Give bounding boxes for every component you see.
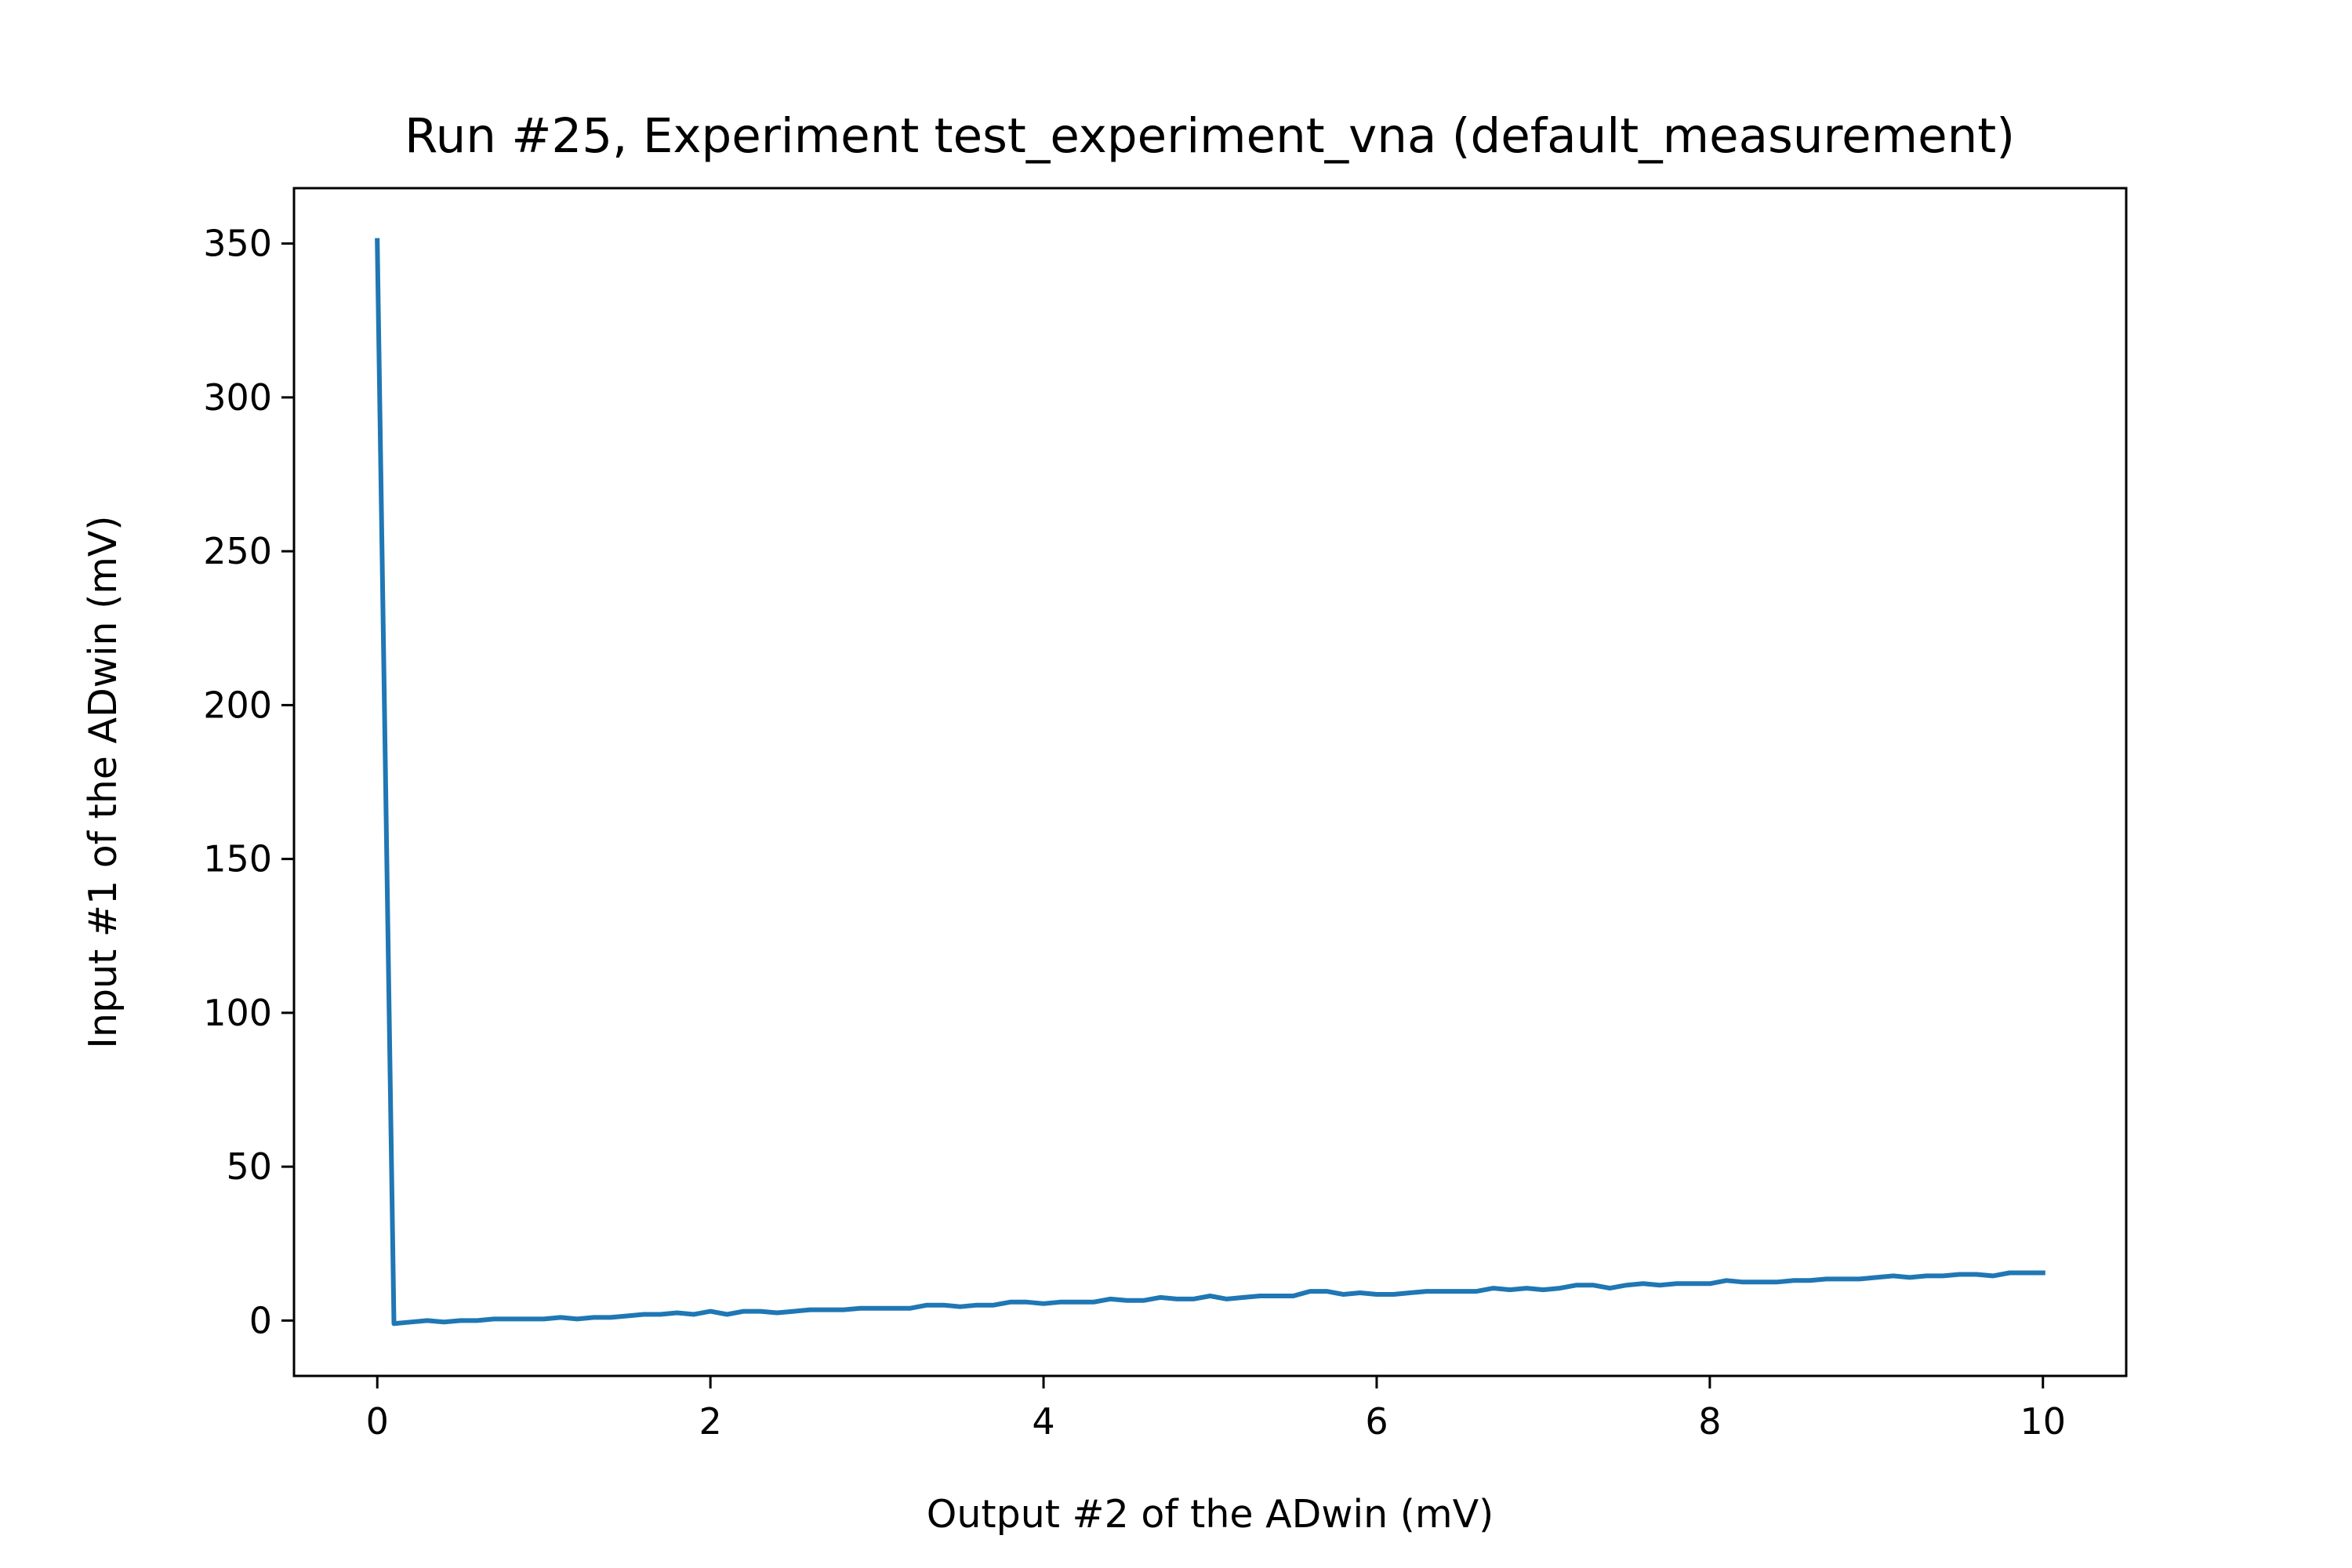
y-tick-label: 0 xyxy=(249,1299,272,1341)
x-tick-label: 6 xyxy=(1365,1400,1388,1443)
y-tick-label: 50 xyxy=(226,1145,272,1188)
x-axis-label: Output #2 of the ADwin (mV) xyxy=(927,1492,1494,1537)
axes-frame xyxy=(292,187,2128,1377)
y-tick-label: 250 xyxy=(203,530,272,572)
x-tick-label: 0 xyxy=(366,1400,389,1443)
y-tick-label: 150 xyxy=(203,838,272,880)
x-tick-label: 8 xyxy=(1698,1400,1721,1443)
y-tick-label: 350 xyxy=(203,223,272,265)
x-axis-ticks: 0 2 4 6 8 10 xyxy=(366,1376,2066,1443)
y-tick-label: 200 xyxy=(203,684,272,726)
y-axis-label: Input #1 of the ADwin (mV) xyxy=(81,515,125,1048)
y-tick-label: 100 xyxy=(203,992,272,1034)
series-line-0 xyxy=(375,238,2045,1327)
chart-title: Run #25, Experiment test_experiment_vna … xyxy=(405,108,2015,164)
x-tick-label: 10 xyxy=(2020,1400,2066,1443)
plot-area xyxy=(375,238,2045,1327)
y-axis-ticks: 0 50 100 150 200 250 300 350 xyxy=(203,223,294,1341)
x-tick-label: 2 xyxy=(699,1400,721,1443)
x-tick-label: 4 xyxy=(1032,1400,1054,1443)
y-tick-label: 300 xyxy=(203,376,272,419)
